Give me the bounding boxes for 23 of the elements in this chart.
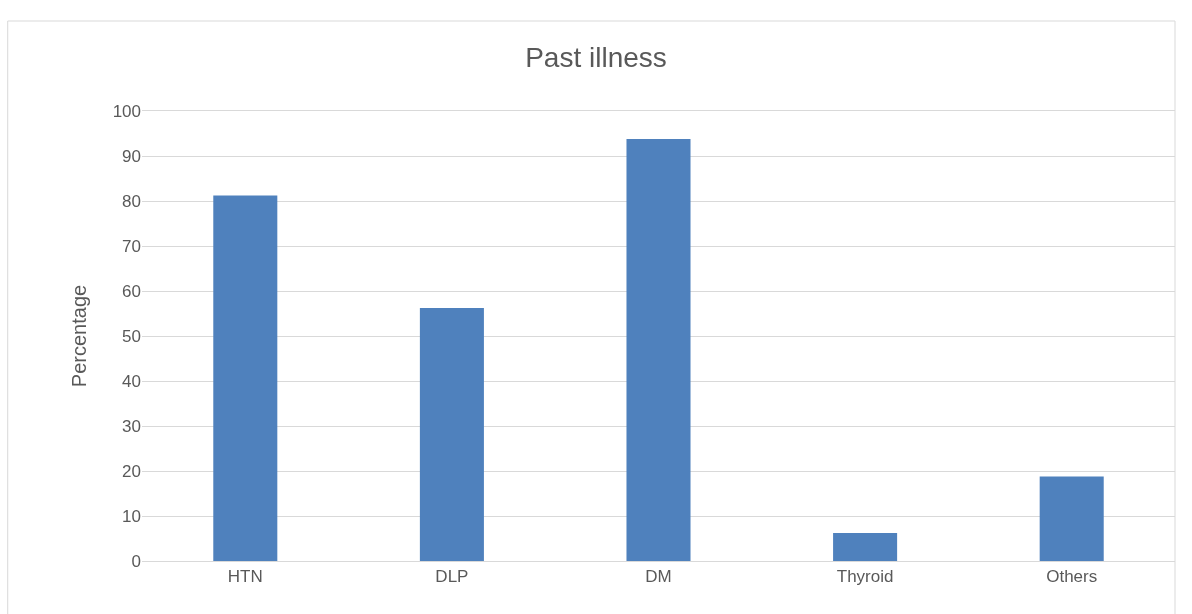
bar [833, 533, 898, 561]
y-tick-label: 40 [122, 371, 141, 391]
x-tick-label: DM [645, 567, 672, 587]
chart-title: Past illness [525, 41, 667, 73]
y-tick-label: 60 [122, 281, 141, 301]
x-tick-label: Thyroid [836, 567, 894, 587]
y-tick-label: 30 [122, 416, 141, 436]
y-tick-label: 100 [112, 101, 141, 121]
x-tick-label: DLP [435, 567, 469, 587]
y-axis-title: Percentage [68, 284, 91, 388]
bar [626, 138, 691, 561]
y-tick-label: 70 [122, 236, 141, 256]
bar [213, 195, 278, 561]
bar [1039, 476, 1104, 561]
bar [419, 308, 484, 561]
x-tick-label: Others [1046, 567, 1098, 587]
y-tick-label: 50 [122, 326, 141, 346]
y-tick-label: 90 [122, 146, 141, 166]
y-tick-label: 20 [122, 461, 141, 481]
y-tick-label: 80 [122, 191, 141, 211]
x-tick-label: HTN [227, 567, 263, 587]
y-tick-label: 10 [122, 506, 141, 526]
y-tick-label: 0 [131, 551, 141, 571]
